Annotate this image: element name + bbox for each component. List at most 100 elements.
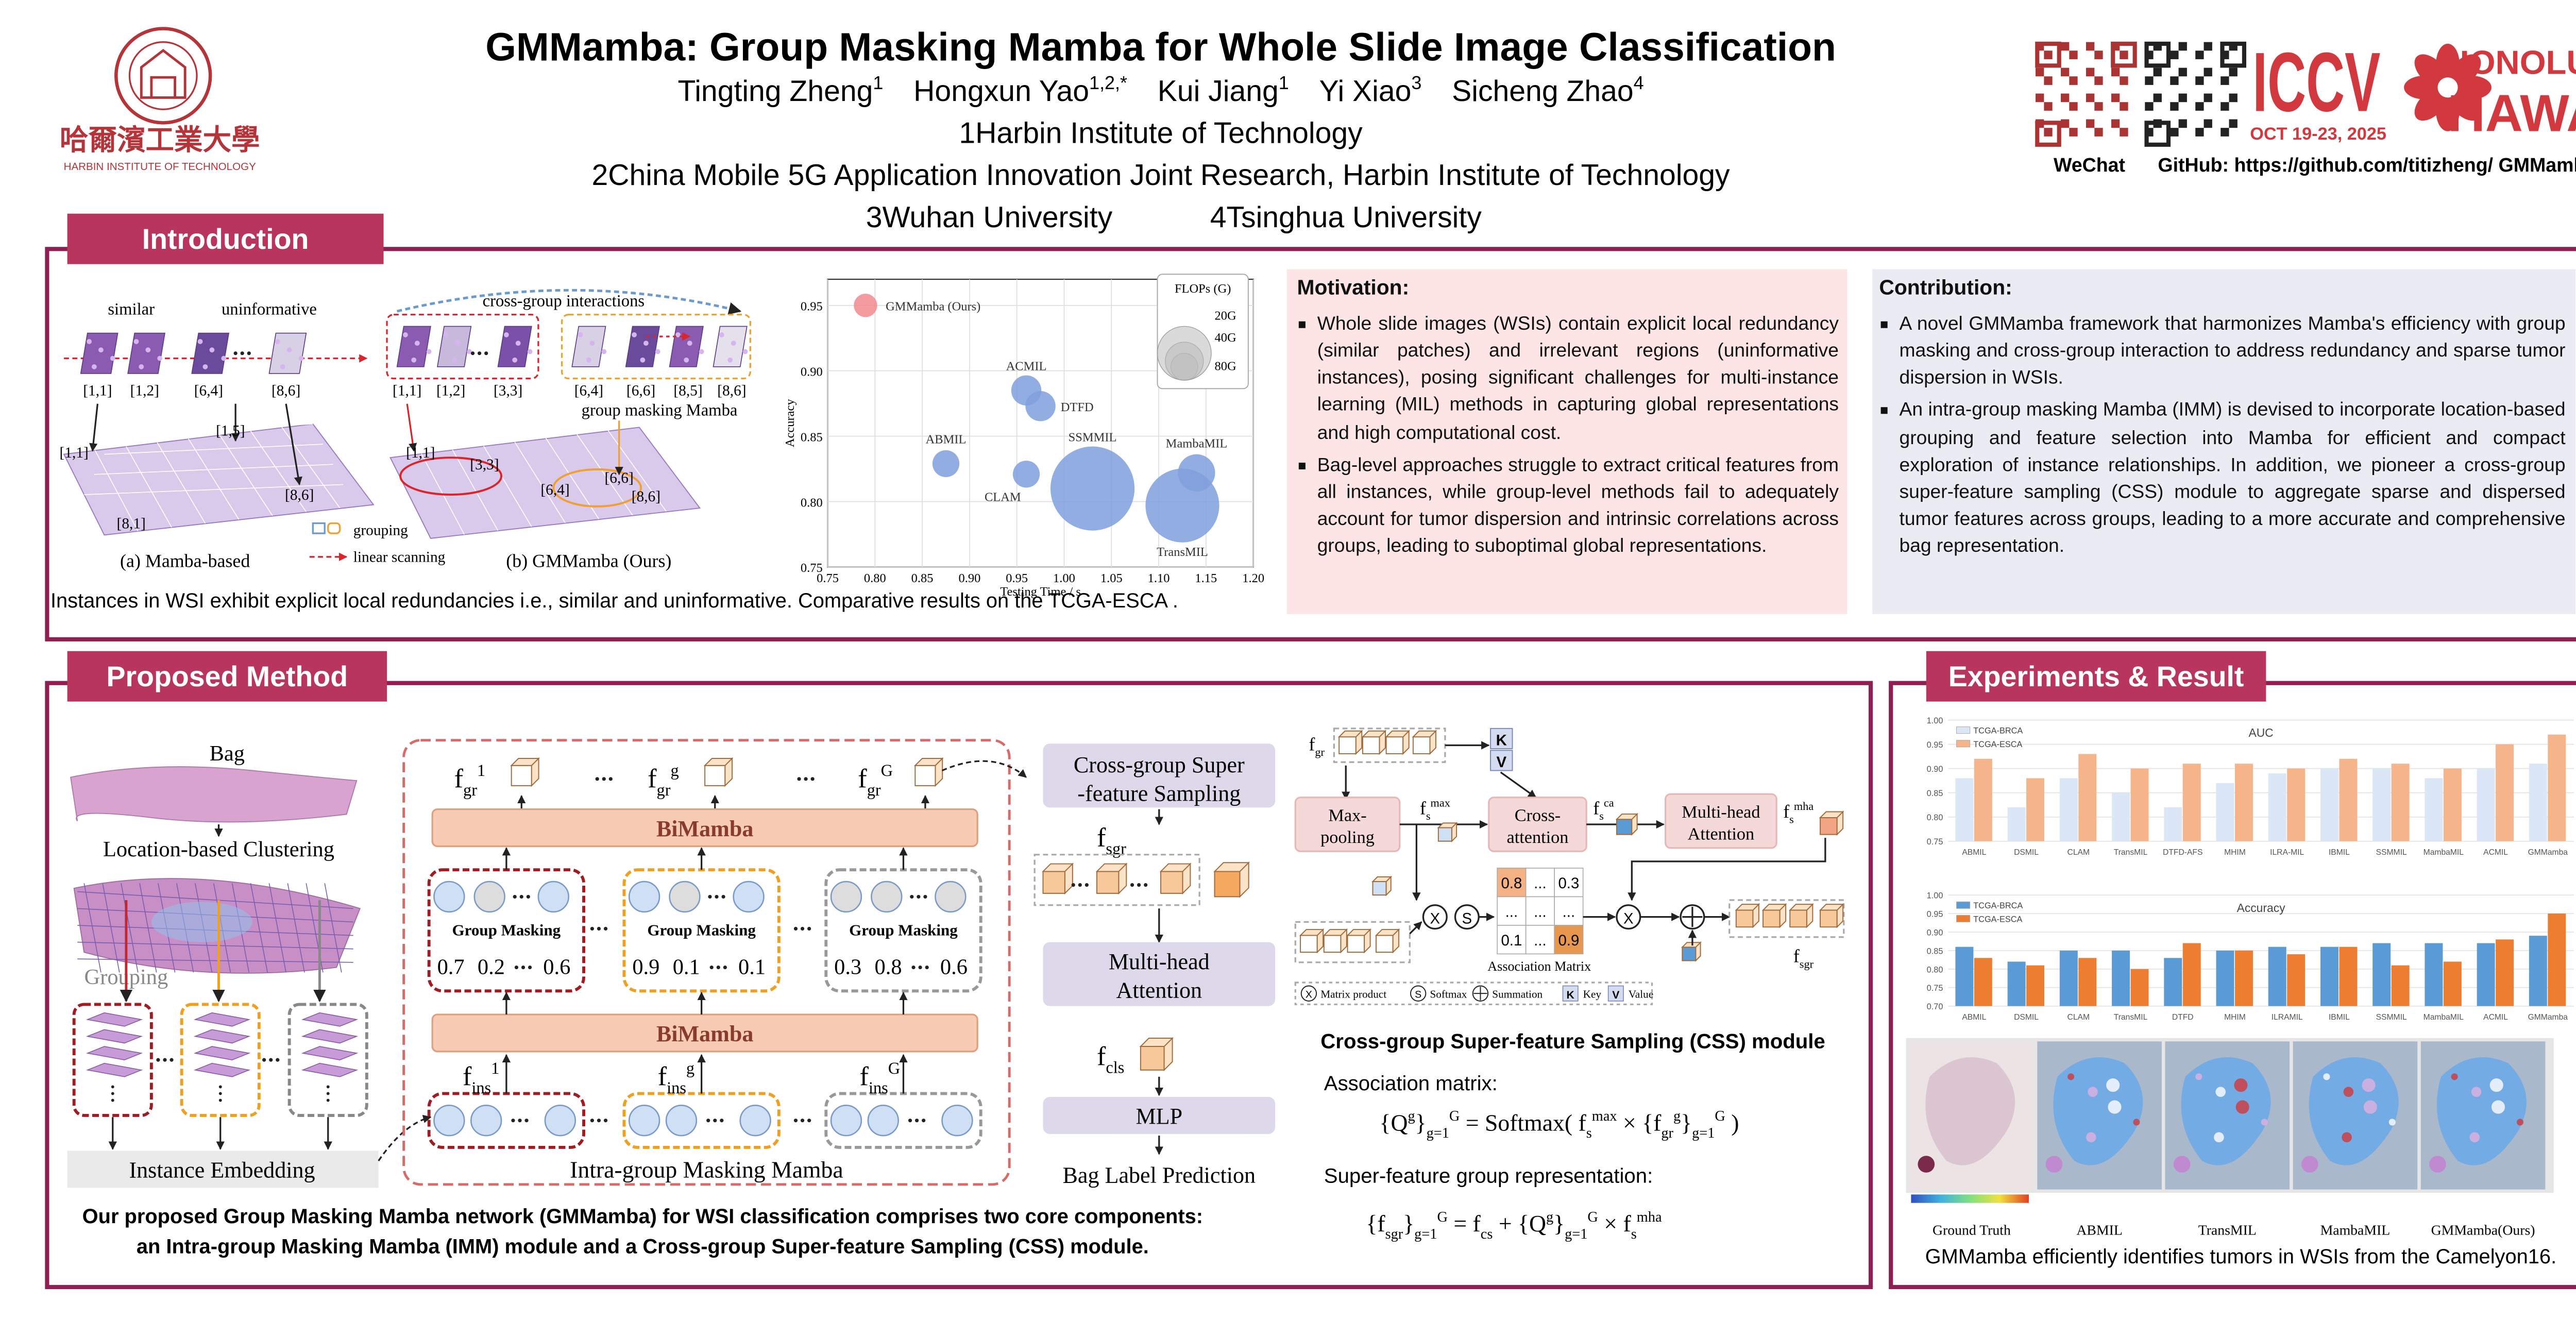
math-sup: G (1587, 1209, 1598, 1225)
tissue (1925, 1057, 2015, 1165)
mask-score: 0.1 (673, 955, 700, 979)
patch-texture (157, 356, 163, 361)
ellipsis-dot (513, 894, 517, 899)
point-label: GMMamba (Ours) (886, 300, 980, 314)
math-t: {f (1366, 1210, 1385, 1237)
ellipsis-dot (603, 926, 608, 931)
patch-texture (719, 332, 724, 337)
patch-texture (527, 349, 533, 354)
qr-cell (2229, 93, 2238, 103)
patch-texture (414, 341, 420, 346)
ellipsis-dot (800, 926, 805, 931)
math-label: fins1 (463, 1059, 499, 1097)
label: [3,3] (494, 382, 522, 399)
math-t: × {f (1617, 1109, 1662, 1136)
label: [1,2] (436, 382, 465, 399)
x-tick-label: 1.00 (1053, 571, 1075, 585)
math-t: f (1420, 798, 1426, 818)
point-label: MambaMIL (1166, 437, 1228, 451)
math-sup: mha (1637, 1209, 1662, 1225)
legend-icon (1300, 985, 1317, 1002)
tissue (2436, 1057, 2527, 1165)
caption-text: Instances in WSI exhibit explicit local … (50, 588, 1178, 613)
ellipsis-dot (706, 1119, 710, 1123)
x-tick-label: MambaMIL (2424, 848, 2464, 857)
math-sub: s (1789, 813, 1794, 826)
qr-cell (2195, 50, 2204, 59)
ellipsis-dot (800, 1119, 805, 1123)
qr-cell (2044, 76, 2053, 85)
qr-cell (2178, 67, 2187, 77)
feature-cube (511, 765, 532, 786)
qr-cell (2044, 128, 2053, 137)
bar (2059, 778, 2078, 841)
label: MLP (1136, 1104, 1182, 1129)
mlp-block (1043, 1096, 1276, 1134)
label: Softmax (1430, 988, 1467, 1000)
y-tick-label: 0.80 (801, 496, 823, 510)
bar (2059, 950, 2078, 1006)
label: Location-based Clustering (103, 837, 334, 861)
bar (2026, 965, 2045, 1006)
text-box: Contribution: A novel GMMamba framework t… (1879, 276, 2565, 557)
ellipsis-dot (709, 965, 714, 970)
label: (b) GMMamba (Ours) (506, 550, 671, 571)
patch-texture (503, 332, 509, 337)
qr-cell (2044, 50, 2053, 59)
feature-cube (1385, 736, 1404, 754)
label: cross-group interactions (483, 292, 645, 310)
size-legend-bubble (1157, 326, 1212, 381)
ellipsis-dot (1084, 883, 1089, 887)
label: Cross-group Super (1074, 752, 1245, 777)
math-label: fgr1 (454, 762, 486, 800)
slide (389, 427, 701, 539)
math-sup: g (1408, 1108, 1415, 1124)
math-sup: G (1715, 1108, 1725, 1124)
matrix-value: ... (1534, 875, 1546, 892)
label: Group Masking (647, 921, 756, 939)
heat-spot (2086, 1132, 2096, 1143)
math-t: = f (1448, 1210, 1481, 1237)
bar (2320, 768, 2338, 841)
feature-cube (1160, 871, 1183, 894)
map-label: TransMIL (2198, 1223, 2257, 1239)
x-tick-label: ABMIL (1962, 848, 1986, 857)
ellipsis-dot (804, 777, 808, 781)
bar (2548, 914, 2566, 1006)
matrix-cell (1554, 896, 1584, 926)
label: Max- (1328, 805, 1366, 825)
stack-layer (86, 1029, 143, 1044)
mask-score: 0.8 (875, 955, 902, 979)
stack-layer (193, 1062, 251, 1077)
label: -feature Sampling (1077, 781, 1241, 806)
label: similar (108, 300, 155, 319)
feature-cube-side (1437, 822, 1458, 843)
qr-cell (2178, 42, 2187, 51)
patch-texture (209, 347, 215, 353)
patch-texture (687, 341, 692, 346)
label: Instance Embedding (129, 1158, 315, 1183)
qr-finder (2144, 121, 2171, 147)
qr-cell (2145, 76, 2154, 85)
ellipsis-dot (326, 1092, 330, 1095)
matrix-cell (1497, 925, 1527, 955)
stack-layer (193, 1012, 251, 1027)
matrix-cell (1525, 868, 1555, 898)
ellipsis-dot (218, 1098, 222, 1102)
affiliation: 1Harbin Institute of Technology (959, 117, 1363, 150)
arrow (406, 403, 417, 452)
box-heading: Contribution: (1879, 276, 2012, 300)
label: [8,6] (717, 382, 746, 399)
author-sup: 1,2,* (1089, 72, 1127, 93)
x-tick-label: 0.90 (958, 571, 980, 585)
bar (1974, 758, 1992, 841)
qr-cell (2036, 93, 2044, 103)
ellipsis-dot (793, 1119, 798, 1123)
matrix-value: 0.9 (1558, 932, 1579, 949)
bag-image (70, 766, 358, 823)
bar (2372, 943, 2391, 1006)
math-sub: sgr (1800, 958, 1814, 971)
patch-texture (139, 364, 144, 369)
patch-texture (643, 341, 649, 346)
